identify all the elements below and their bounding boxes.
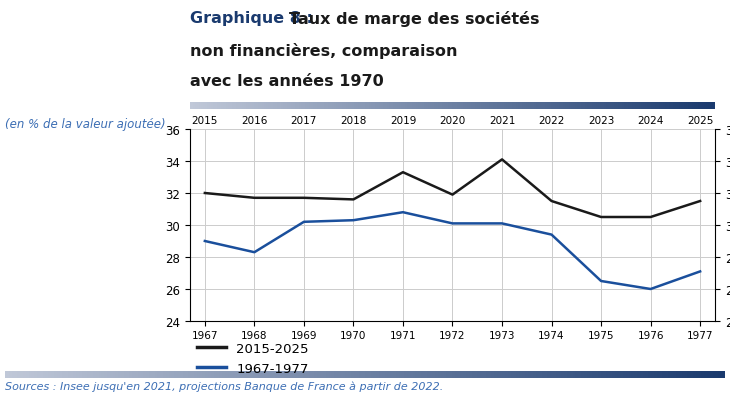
Legend: 2015-2025, 1967-1977: 2015-2025, 1967-1977 [196, 342, 309, 375]
Text: Graphique 8 :: Graphique 8 : [190, 11, 318, 27]
Text: Sources : Insee jusqu'en 2021, projections Banque de France à partir de 2022.: Sources : Insee jusqu'en 2021, projectio… [5, 380, 443, 391]
Text: avec les années 1970: avec les années 1970 [190, 74, 384, 89]
Text: (en % de la valeur ajoutée): (en % de la valeur ajoutée) [5, 118, 166, 131]
Text: Taux de marge des sociétés: Taux de marge des sociétés [288, 11, 539, 27]
Text: non financières, comparaison: non financières, comparaison [190, 43, 458, 59]
